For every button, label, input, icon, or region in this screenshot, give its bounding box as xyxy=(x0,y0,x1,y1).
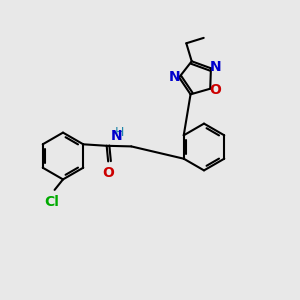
Text: N: N xyxy=(111,128,122,142)
Text: N: N xyxy=(169,70,180,84)
Text: O: O xyxy=(210,83,221,97)
Text: N: N xyxy=(210,60,221,74)
Text: Cl: Cl xyxy=(44,195,59,209)
Text: O: O xyxy=(102,166,114,180)
Text: H: H xyxy=(115,126,124,139)
